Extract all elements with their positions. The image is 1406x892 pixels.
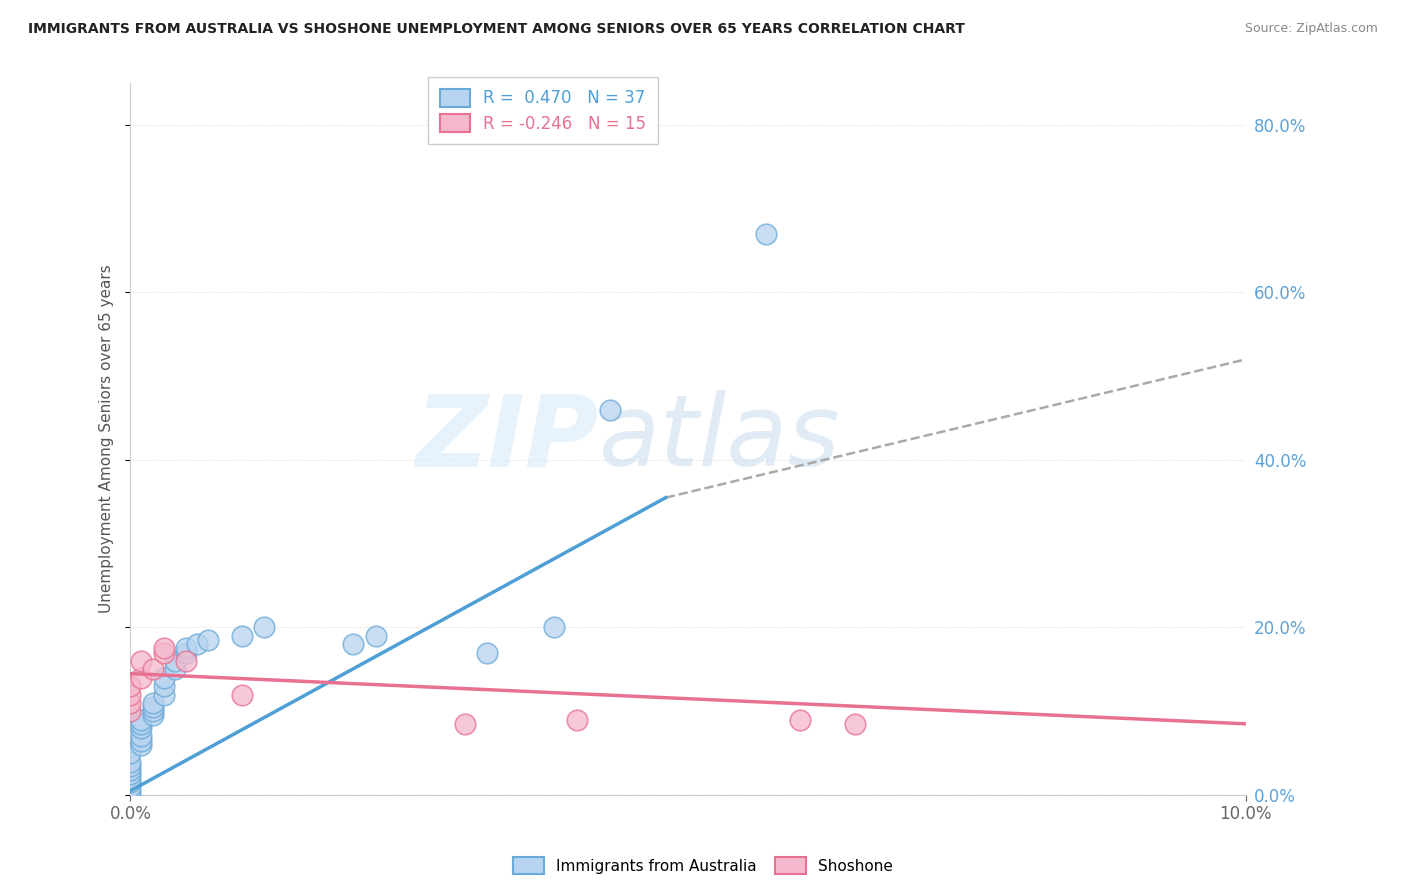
Point xyxy=(364,629,387,643)
Point xyxy=(152,646,174,660)
Point xyxy=(120,775,142,789)
Point xyxy=(131,671,153,685)
Point xyxy=(120,679,142,693)
Point xyxy=(120,772,142,786)
Point xyxy=(142,696,165,710)
Point xyxy=(253,620,276,634)
Text: IMMIGRANTS FROM AUSTRALIA VS SHOSHONE UNEMPLOYMENT AMONG SENIORS OVER 65 YEARS C: IMMIGRANTS FROM AUSTRALIA VS SHOSHONE UN… xyxy=(28,22,965,37)
Text: Source: ZipAtlas.com: Source: ZipAtlas.com xyxy=(1244,22,1378,36)
Point xyxy=(231,688,253,702)
Point xyxy=(120,767,142,781)
Point xyxy=(142,662,165,676)
Legend: R =  0.470   N = 37, R = -0.246   N = 15: R = 0.470 N = 37, R = -0.246 N = 15 xyxy=(429,77,658,145)
Point xyxy=(152,688,174,702)
Point xyxy=(120,788,142,802)
Point xyxy=(174,654,197,668)
Point xyxy=(163,654,186,668)
Point xyxy=(120,704,142,718)
Point xyxy=(120,755,142,769)
Point xyxy=(197,633,219,648)
Text: ZIP: ZIP xyxy=(416,391,599,487)
Point xyxy=(186,637,208,651)
Point xyxy=(131,713,153,727)
Point xyxy=(599,402,621,417)
Point xyxy=(174,641,197,656)
Point xyxy=(231,629,253,643)
Point xyxy=(131,716,153,731)
Point xyxy=(120,763,142,777)
Point xyxy=(152,671,174,685)
Point xyxy=(120,784,142,798)
Point xyxy=(142,708,165,723)
Point xyxy=(131,721,153,735)
Point xyxy=(844,716,866,731)
Point xyxy=(120,746,142,760)
Point xyxy=(152,679,174,693)
Point xyxy=(131,730,153,744)
Point xyxy=(174,646,197,660)
Point xyxy=(142,700,165,714)
Point xyxy=(120,688,142,702)
Point xyxy=(454,716,477,731)
Point xyxy=(142,704,165,718)
Point xyxy=(342,637,364,651)
Point xyxy=(120,780,142,794)
Point xyxy=(131,738,153,752)
Point xyxy=(163,662,186,676)
Point xyxy=(131,733,153,747)
Y-axis label: Unemployment Among Seniors over 65 years: Unemployment Among Seniors over 65 years xyxy=(100,265,114,614)
Text: atlas: atlas xyxy=(599,391,841,487)
Legend: Immigrants from Australia, Shoshone: Immigrants from Australia, Shoshone xyxy=(508,851,898,880)
Point xyxy=(152,641,174,656)
Point xyxy=(543,620,565,634)
Point xyxy=(755,227,778,241)
Point xyxy=(120,758,142,772)
Point xyxy=(477,646,499,660)
Point xyxy=(789,713,811,727)
Point xyxy=(120,696,142,710)
Point xyxy=(131,654,153,668)
Point xyxy=(565,713,588,727)
